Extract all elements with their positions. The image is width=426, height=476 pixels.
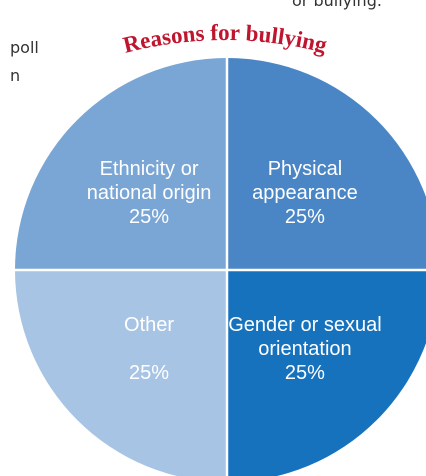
pie-label-2-line-2: orientation	[258, 338, 351, 360]
pie-slice-1	[227, 58, 426, 270]
chart-title: Reasons for bullying	[121, 20, 330, 58]
pie-label-2-line-1: Gender or sexual	[228, 314, 381, 336]
pie-label-3-line-1: Other	[124, 314, 174, 336]
pie-label-3-line-3: 25%	[129, 362, 169, 384]
pie-label-4-line-3: 25%	[129, 206, 169, 228]
pie-label-4-line-2: national origin	[87, 182, 212, 204]
pie-dividers	[15, 58, 426, 476]
article-text-line-2: n	[10, 66, 21, 85]
pie-label-2-line-3: 25%	[285, 362, 325, 384]
pie-slice-4	[15, 58, 227, 270]
pie-slices	[15, 58, 426, 476]
pie-label-1-line-1: Physical	[268, 158, 342, 180]
pie-label-4-line-1: Ethnicity or	[100, 158, 199, 180]
pie-label-1-line-2: appearance	[252, 182, 358, 204]
pie-label-1-line-3: 25%	[285, 206, 325, 228]
article-text-top-fragment: or bullying.	[292, 0, 382, 10]
article-text-line-1: poll	[10, 38, 39, 57]
pie-slice-3	[15, 270, 227, 476]
pie-slice-2	[227, 270, 426, 476]
